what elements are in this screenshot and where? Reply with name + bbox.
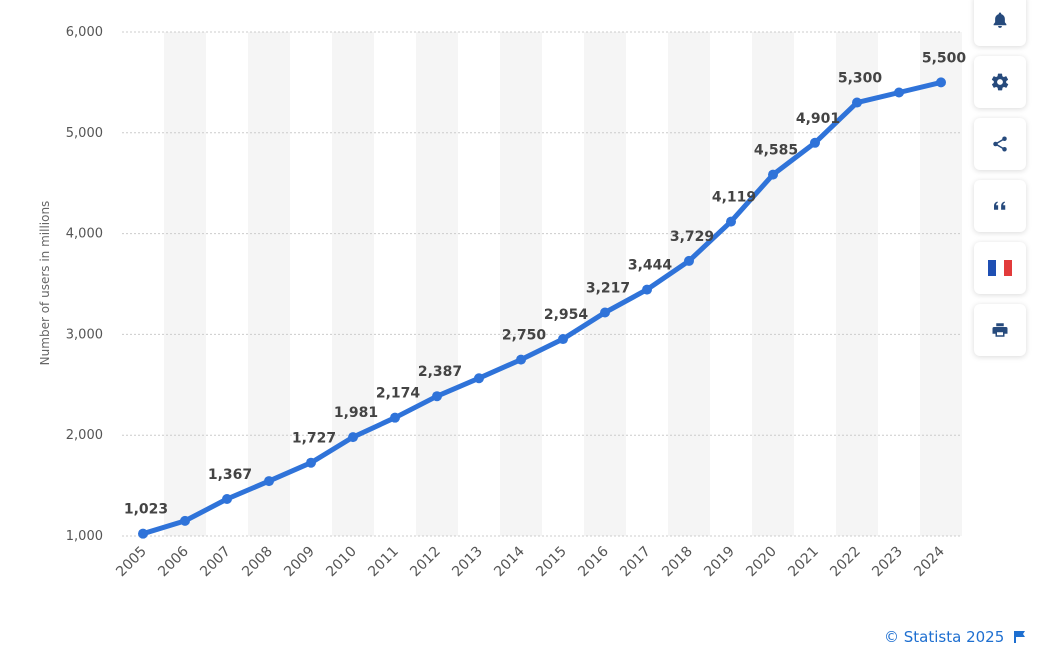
data-point[interactable] <box>390 412 400 423</box>
data-label: 1,727 <box>292 431 336 447</box>
grid-band <box>752 32 794 536</box>
grid-band <box>836 32 878 536</box>
x-tick-label: 2018 <box>659 544 696 581</box>
data-point[interactable] <box>936 77 946 88</box>
flag-icon[interactable] <box>1014 630 1026 644</box>
data-point[interactable] <box>810 137 820 148</box>
data-label: 3,217 <box>586 281 630 297</box>
notification-button[interactable] <box>974 0 1026 46</box>
y-axis-title: Number of users in millions <box>38 201 52 366</box>
x-tick-label: 2005 <box>113 544 150 581</box>
x-tick-label: 2020 <box>743 544 780 581</box>
y-tick-label: 1,000 <box>66 529 103 544</box>
data-label: 2,174 <box>376 386 421 402</box>
x-tick-label: 2022 <box>827 544 864 581</box>
data-point[interactable] <box>348 432 358 443</box>
statista-credit[interactable]: © Statista 2025 <box>884 628 1026 646</box>
credit-text[interactable]: © Statista 2025 <box>884 628 1005 646</box>
data-point[interactable] <box>642 284 652 295</box>
data-label: 4,901 <box>796 111 840 127</box>
data-point[interactable] <box>600 307 610 318</box>
x-tick-label: 2024 <box>911 543 948 580</box>
bell-icon <box>993 12 1007 28</box>
citation-button[interactable] <box>974 180 1026 232</box>
x-tick-label: 2011 <box>365 544 402 581</box>
grid-band <box>248 32 290 536</box>
y-tick-label: 6,000 <box>66 25 103 40</box>
x-tick-label: 2023 <box>869 544 906 581</box>
grid-band <box>500 32 542 536</box>
data-point[interactable] <box>726 216 736 227</box>
data-label: 5,300 <box>838 71 883 87</box>
data-point[interactable] <box>894 87 904 98</box>
share-icon <box>993 136 1007 152</box>
chart-toolbar <box>974 0 1026 366</box>
data-label: 1,981 <box>334 405 378 421</box>
grid-band <box>164 32 206 536</box>
data-label: 2,750 <box>502 328 547 344</box>
x-tick-label: 2012 <box>407 544 444 581</box>
grid-band <box>584 32 626 536</box>
data-label: 3,729 <box>670 229 714 245</box>
x-tick-label: 2016 <box>575 543 612 580</box>
data-point[interactable] <box>264 476 274 487</box>
grid-band <box>416 32 458 536</box>
data-point[interactable] <box>432 391 442 402</box>
data-label: 1,023 <box>124 502 168 518</box>
grid-band <box>920 32 962 536</box>
printer-icon <box>992 323 1008 337</box>
data-label: 2,954 <box>544 307 589 323</box>
x-tick-label: 2021 <box>785 544 822 581</box>
series-line <box>140 79 944 537</box>
data-label: 4,585 <box>754 143 798 159</box>
data-point[interactable] <box>138 528 148 539</box>
gear-icon <box>991 73 1009 91</box>
data-point[interactable] <box>768 169 778 180</box>
data-point[interactable] <box>516 354 526 365</box>
x-tick-label: 2009 <box>281 544 318 581</box>
data-point[interactable] <box>684 255 694 266</box>
data-point[interactable] <box>306 457 316 468</box>
data-point[interactable] <box>852 97 862 108</box>
data-point[interactable] <box>474 373 484 384</box>
quote-icon <box>994 201 1006 210</box>
x-tick-label: 2017 <box>617 544 654 581</box>
x-tick-label: 2013 <box>449 544 486 581</box>
x-tick-label: 2015 <box>533 544 570 581</box>
language-button[interactable] <box>974 242 1026 294</box>
data-label: 5,500 <box>922 50 967 66</box>
share-button[interactable] <box>974 118 1026 170</box>
data-label: 2,387 <box>418 364 462 380</box>
grid-band <box>668 32 710 536</box>
x-tick-label: 2006 <box>155 543 192 580</box>
x-tick-label: 2008 <box>239 544 276 581</box>
x-tick-label: 2007 <box>197 544 234 581</box>
x-tick-label: 2010 <box>323 544 360 581</box>
french-flag-icon <box>988 260 1012 276</box>
data-point[interactable] <box>180 515 190 526</box>
y-tick-label: 3,000 <box>66 327 103 342</box>
print-button[interactable] <box>974 304 1026 356</box>
grid-band <box>332 32 374 536</box>
y-tick-label: 5,000 <box>66 126 103 141</box>
data-label: 4,119 <box>712 190 756 206</box>
data-point[interactable] <box>222 494 232 505</box>
data-label: 1,367 <box>208 467 252 483</box>
x-tick-label: 2014 <box>491 543 528 580</box>
y-tick-label: 4,000 <box>66 227 103 242</box>
data-label: 3,444 <box>628 258 673 274</box>
settings-button[interactable] <box>974 56 1026 108</box>
x-tick-label: 2019 <box>701 544 738 581</box>
data-point[interactable] <box>558 334 568 345</box>
y-tick-label: 2,000 <box>66 428 103 443</box>
